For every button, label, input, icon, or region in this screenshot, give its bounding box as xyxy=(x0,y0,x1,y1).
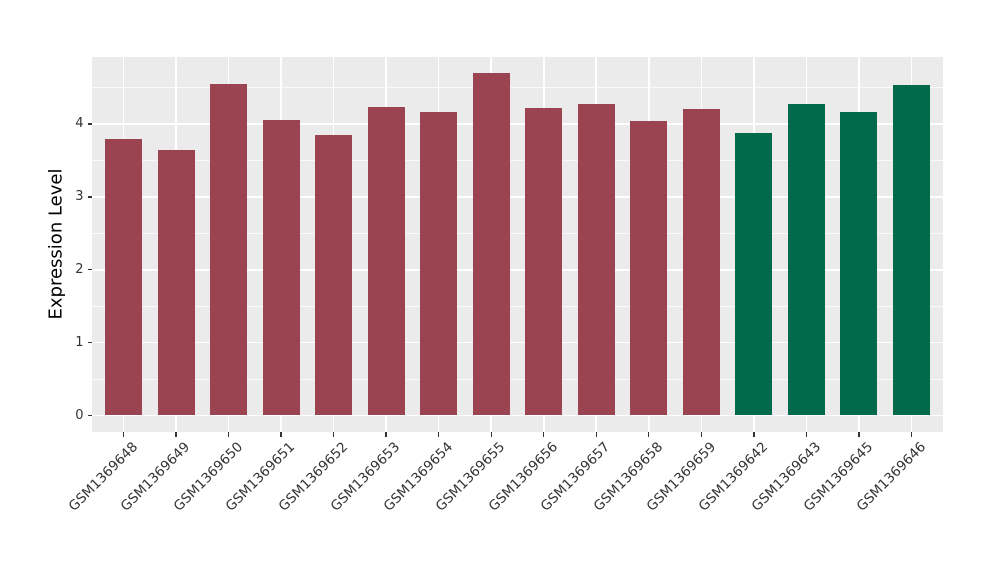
y-tick-label: 3 xyxy=(75,188,84,204)
gridline-minor-horizontal xyxy=(92,378,943,380)
x-tick-mark xyxy=(437,432,440,437)
bar-GSM1369645 xyxy=(840,111,878,416)
x-tick-mark xyxy=(227,432,230,437)
y-tick-label: 4 xyxy=(75,116,84,131)
gridline-minor-horizontal xyxy=(92,87,943,88)
x-tick-mark xyxy=(543,432,545,437)
x-tick-mark xyxy=(858,432,860,437)
x-tick-mark xyxy=(490,432,492,437)
bar-GSM1369642 xyxy=(735,132,773,416)
bar-GSM1369659 xyxy=(682,109,720,416)
bar-GSM1369643 xyxy=(787,103,825,416)
bar-GSM1369657 xyxy=(577,103,615,416)
bar-GSM1369658 xyxy=(630,121,668,416)
x-tick-mark xyxy=(805,432,808,437)
gridline-major-horizontal xyxy=(92,268,943,271)
gridline-major-horizontal xyxy=(92,196,943,198)
x-tick-mark xyxy=(175,432,177,437)
gridline-major-horizontal xyxy=(92,123,943,125)
bar-GSM1369655 xyxy=(472,72,510,416)
y-tick-mark xyxy=(87,414,92,417)
gridline-major-horizontal xyxy=(92,341,943,344)
bar-GSM1369650 xyxy=(210,83,248,416)
y-tick-mark xyxy=(87,123,92,125)
y-tick-mark xyxy=(87,269,92,271)
bar-GSM1369652 xyxy=(315,134,353,416)
y-tick-label: 2 xyxy=(75,261,84,277)
y-tick-mark xyxy=(87,196,92,198)
bar-GSM1369656 xyxy=(525,107,563,416)
gridline-minor-horizontal xyxy=(92,305,943,307)
y-tick-label: 1 xyxy=(75,334,84,350)
gridline-major-horizontal xyxy=(92,414,943,417)
x-tick-mark xyxy=(332,432,335,437)
x-tick-mark xyxy=(910,432,913,437)
plot-panel xyxy=(92,57,943,432)
bar-GSM1369648 xyxy=(105,139,142,416)
x-tick-mark xyxy=(280,432,282,437)
gridline-minor-horizontal xyxy=(92,232,943,234)
y-tick-label: 0 xyxy=(75,407,84,423)
x-tick-mark xyxy=(385,432,387,437)
bar-GSM1369649 xyxy=(157,149,195,416)
bar-GSM1369654 xyxy=(420,112,458,416)
x-tick-mark xyxy=(753,432,755,437)
x-tick-mark xyxy=(122,432,125,437)
gridline-minor-horizontal xyxy=(92,160,943,161)
bar-GSM1369653 xyxy=(367,106,405,416)
y-tick-mark xyxy=(87,341,92,344)
x-tick-mark xyxy=(700,432,703,437)
x-tick-mark xyxy=(648,432,650,437)
bar-GSM1369646 xyxy=(892,85,930,416)
x-tick-mark xyxy=(595,432,597,437)
bar-GSM1369651 xyxy=(262,120,300,416)
